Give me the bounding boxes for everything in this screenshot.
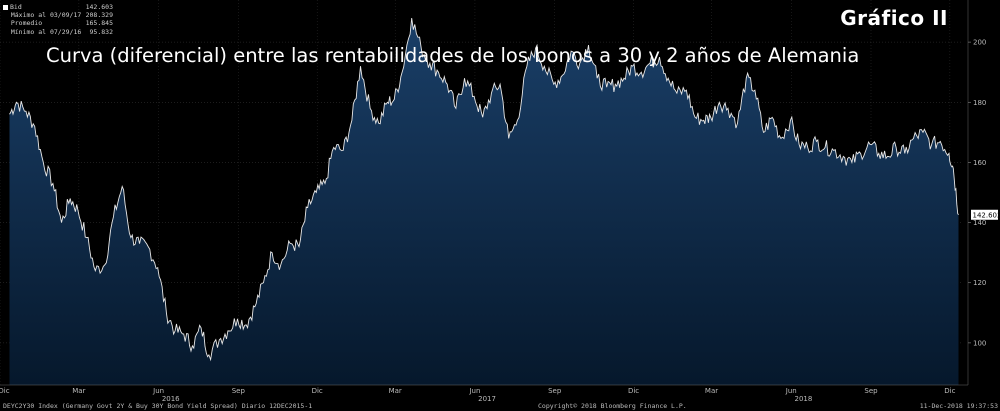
legend-row-bid: Bid 142.603 [3,3,113,11]
footer-ticker-description: DEYC2Y30 Index (Germany Govt 2Y & Buy 30… [3,402,313,410]
legend-label: Bid [10,3,22,11]
x-tick-label: Mar [705,387,718,395]
y-tick-label: 160 [973,159,986,167]
legend-row-min: Mínimo al 07/29/16 95.832 [3,28,113,36]
legend-label: Mínimo al 07/29/16 [10,27,82,36]
x-tick-label: Dic [944,387,955,395]
y-tick-label: 180 [973,99,986,107]
legend-label: Máximo al 03/09/17 [10,11,82,20]
y-tick-label: 100 [973,339,986,347]
x-tick-label: Dic [312,387,323,395]
y-tick-label: 120 [973,279,986,287]
y-tick-label: 140 [973,219,986,227]
x-tick-label: Dic [628,387,639,395]
chart-title: Curva (diferencial) entre las rentabilid… [46,44,860,67]
x-tick-label: Mar [389,387,402,395]
last-value-label: 142.602 [973,211,1000,219]
x-tick-label: Jun [468,387,480,395]
x-year-label: 2018 [794,395,812,403]
x-tick-label: Sep [864,387,878,395]
y-tick-label: 200 [973,39,986,47]
legend-value: 165.845 [85,19,113,28]
x-tick-label: Sep [232,387,246,395]
footer-copyright: Copyright© 2018 Bloomberg Finance L.P. [538,402,687,410]
x-tick-label: Mar [72,387,85,395]
legend: Bid 142.603 Máximo al 03/09/17 208.329 P… [3,3,113,36]
legend-label: Promedio [10,19,43,28]
x-tick-label: Jun [152,387,164,395]
chart-badge: Gráfico II [840,6,948,30]
legend-value: 208.329 [85,11,113,20]
legend-row-max: Máximo al 03/09/17 208.329 [3,11,113,19]
legend-swatch [3,4,8,10]
footer-timestamp: 11-Dec-2018 19:37:53 [919,402,998,410]
legend-value: 95.832 [89,27,113,36]
series-line [9,17,959,362]
x-axis: Dic Mar Jun Sep Dic Mar Jun Sep Dic Mar Jun Sep Dic 2… [0,384,968,403]
legend-value: 142.603 [85,3,113,11]
last-value-box [971,209,998,220]
y-axis: 100 120 140 160 180 200 [967,0,986,385]
x-tick-label: Jun [785,387,797,395]
x-year-label: 2017 [478,395,496,403]
legend-row-avg: Promedio 165.845 [3,19,113,27]
last-value-marker: 142.602 [971,209,1000,220]
x-tick-label: Dic [0,387,10,395]
x-tick-label: Sep [548,387,562,395]
x-year-label: 2016 [162,395,180,403]
